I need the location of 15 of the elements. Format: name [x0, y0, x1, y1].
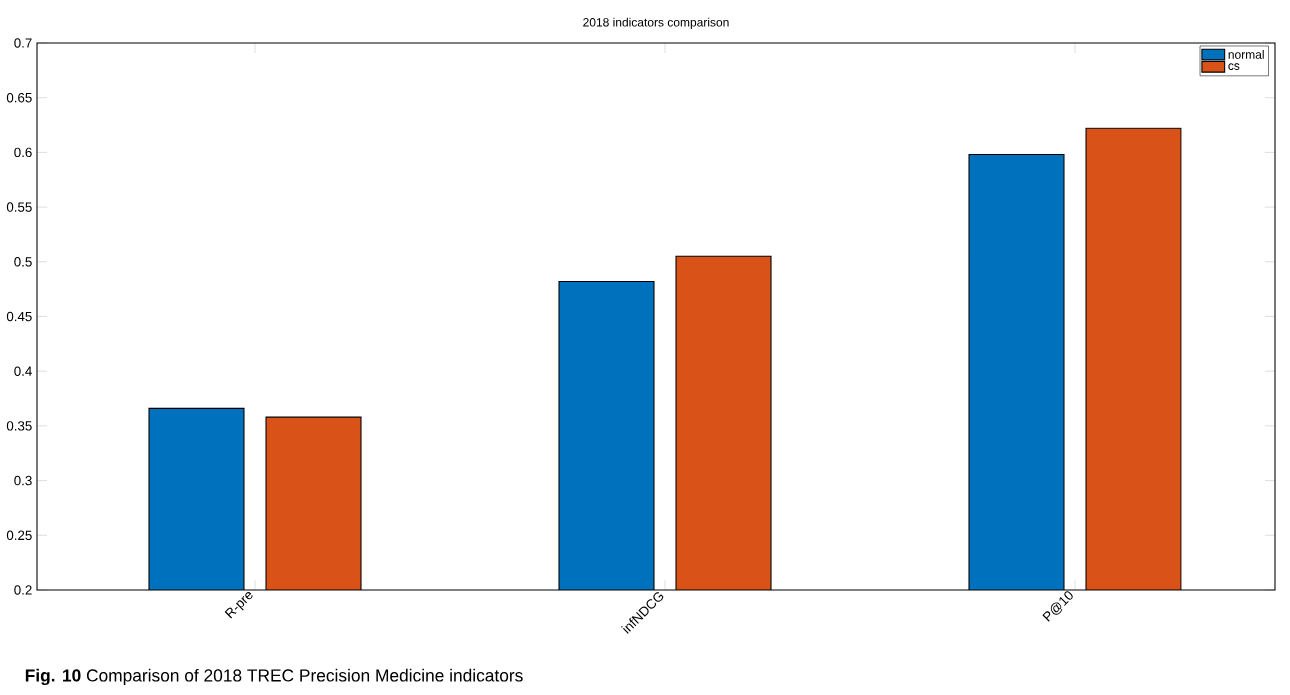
legend-label: normal — [1228, 49, 1264, 59]
y-tick-label: 0.2 — [14, 585, 32, 595]
y-tick-label: 0.3 — [14, 475, 32, 486]
text: Fig. 10 Comparison of 2018 TREC Precision Medicine indicators — [25, 668, 523, 686]
y-tick-label: 0.65 — [6, 92, 32, 103]
y-tick-label: 0.55 — [6, 202, 32, 212]
legend-label: cs — [1228, 63, 1240, 70]
y-tick-label: 0.45 — [6, 311, 32, 322]
y-tick-label: 0.5 — [14, 257, 32, 267]
y-tick-label: 0.4 — [14, 366, 32, 376]
chart-title: 2018 indicators comparison — [583, 17, 729, 29]
y-tick-label: 0.6 — [14, 147, 32, 158]
y-tick-label: 0.35 — [6, 421, 32, 431]
y-tick-label: 0.7 — [14, 38, 32, 48]
y-tick-label: 0.25 — [6, 530, 32, 540]
